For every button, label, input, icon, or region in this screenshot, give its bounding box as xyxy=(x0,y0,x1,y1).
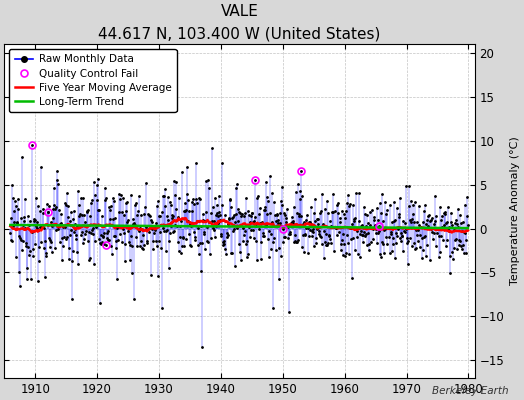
Legend: Raw Monthly Data, Quality Control Fail, Five Year Moving Average, Long-Term Tren: Raw Monthly Data, Quality Control Fail, … xyxy=(9,49,177,112)
Title: VALE
44.617 N, 103.400 W (United States): VALE 44.617 N, 103.400 W (United States) xyxy=(98,4,380,41)
Y-axis label: Temperature Anomaly (°C): Temperature Anomaly (°C) xyxy=(510,136,520,285)
Text: Berkeley Earth: Berkeley Earth xyxy=(432,386,508,396)
